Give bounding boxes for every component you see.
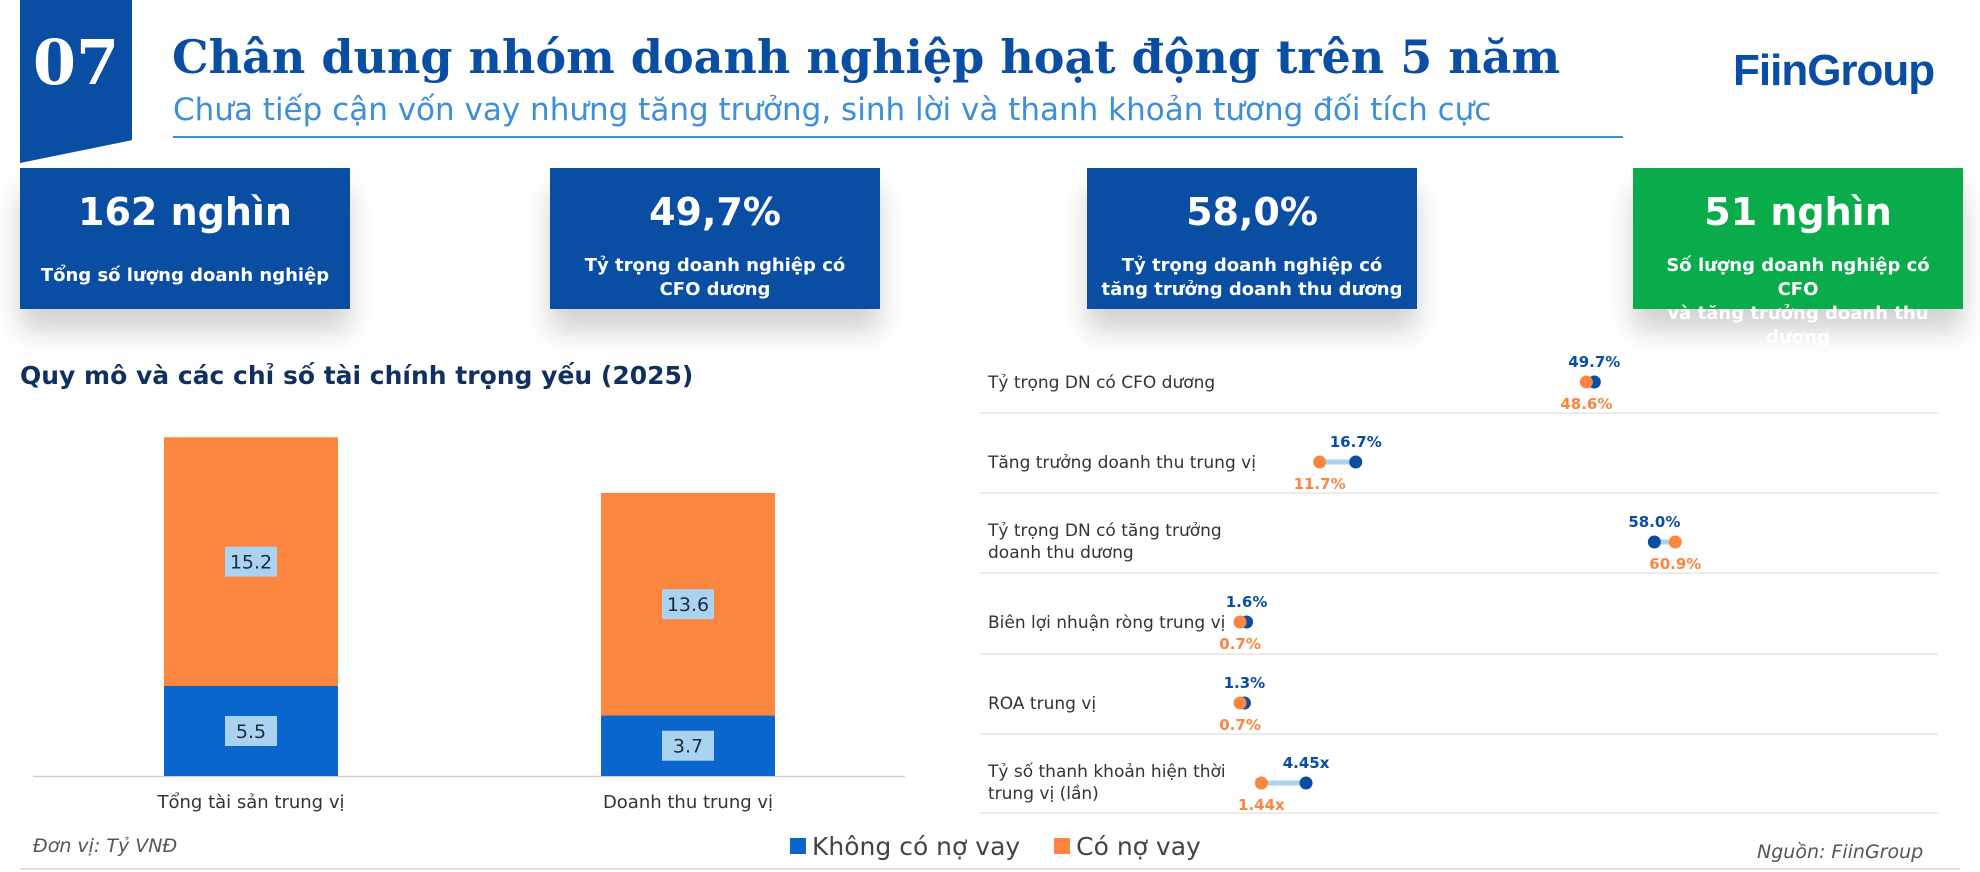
point-has-debt xyxy=(1233,696,1247,710)
data-label: 5.5 xyxy=(236,721,266,743)
point-no-debt xyxy=(1240,615,1254,629)
section-number: 07 xyxy=(32,26,120,99)
x-tick-label: Doanh thu trung vị xyxy=(603,792,773,813)
point-no-debt xyxy=(1587,375,1601,389)
legend-label: Không có nợ vay xyxy=(812,832,1021,861)
section-title: Quy mô và các chỉ số tài chính trọng yếu… xyxy=(20,361,694,390)
kpi-label-line: tăng trưởng doanh thu dương xyxy=(1101,279,1403,300)
kpi-value: 49,7% xyxy=(649,190,781,234)
row-label: doanh thu dương xyxy=(988,543,1134,563)
kpi-card-cfo-and-growth: 51 nghìn Số lượng doanh nghiệp có CFO và… xyxy=(1633,168,1963,348)
value-label-has-debt: 60.9% xyxy=(1649,555,1701,573)
row-label: Tỷ trọng DN có tăng trưởng xyxy=(987,521,1222,541)
title-underline xyxy=(173,136,1623,138)
point-no-debt xyxy=(1237,696,1251,710)
point-has-debt xyxy=(1254,776,1268,790)
kpi-label: Tỷ trọng doanh nghiệp có tăng trưởng doa… xyxy=(1097,254,1407,302)
kpi-label: Tổng số lượng doanh nghiệp xyxy=(40,265,330,286)
legend-item-has-debt: Có nợ vay xyxy=(1054,832,1201,861)
kpi-card-cfo-positive: 49,7% Tỷ trọng doanh nghiệp có CFO dương xyxy=(550,168,880,309)
kpi-value: 51 nghìn xyxy=(1704,190,1892,234)
data-label: 15.2 xyxy=(230,552,272,574)
kpi-label-line: Tỷ trọng doanh nghiệp có xyxy=(584,255,846,276)
row-label: ROA trung vị xyxy=(988,694,1096,714)
kpi-card-total-firms: 162 nghìn Tổng số lượng doanh nghiệp xyxy=(20,168,350,309)
stacked-bar-chart: 5.5 15.2 Tổng tài sản trung vị 3.7 13.6 Doanh… xyxy=(33,437,905,813)
x-tick-label: Tổng tài sản trung vị xyxy=(157,792,345,813)
point-no-debt xyxy=(1349,455,1363,469)
data-label-box xyxy=(225,546,277,577)
data-label: 3.7 xyxy=(673,736,703,758)
value-label-no-debt: 49.7% xyxy=(1568,353,1620,371)
data-label-box xyxy=(225,716,277,746)
row-label: trung vị (lần) xyxy=(988,783,1099,804)
value-label-no-debt: 4.45x xyxy=(1283,754,1330,772)
point-has-debt xyxy=(1233,615,1247,629)
point-no-debt xyxy=(1647,535,1661,549)
kpi-label: Tỷ trọng doanh nghiệp có CFO dương xyxy=(560,254,870,302)
point-no-debt xyxy=(1299,776,1313,790)
unit-note: Đơn vị: Tỷ VNĐ xyxy=(33,835,178,857)
page-title: Chân dung nhóm doanh nghiệp hoạt động tr… xyxy=(172,30,1561,84)
row-label: Tăng trưởng doanh thu trung vị xyxy=(987,453,1256,473)
kpi-label-line: và tăng trưởng doanh thu dương xyxy=(1667,303,1929,348)
point-has-debt xyxy=(1313,455,1327,469)
kpi-value: 162 nghìn xyxy=(78,190,292,234)
value-label-has-debt: 1.44x xyxy=(1238,796,1285,814)
value-label-no-debt: 58.0% xyxy=(1628,513,1680,531)
point-has-debt xyxy=(1668,535,1682,549)
data-label-box xyxy=(662,589,714,620)
bottom-divider xyxy=(20,868,1960,870)
row-label: Biên lợi nhuận ròng trung vị xyxy=(988,613,1225,633)
chart-legend: Không có nợ vay Có nợ vay xyxy=(790,832,1227,861)
value-label-no-debt: 1.3% xyxy=(1224,674,1266,692)
legend-item-no-debt: Không có nợ vay xyxy=(790,832,1020,861)
value-label-has-debt: 0.7% xyxy=(1219,635,1261,653)
value-label-has-debt: 0.7% xyxy=(1219,716,1261,734)
point-has-debt xyxy=(1579,375,1593,389)
legend-swatch xyxy=(1054,838,1071,854)
row-label: Tỷ trọng DN có CFO dương xyxy=(987,373,1215,393)
fiingroup-logo: FiinGroup xyxy=(1733,46,1935,95)
legend-swatch xyxy=(790,838,806,854)
kpi-card-revenue-growth: 58,0% Tỷ trọng doanh nghiệp có tăng trưở… xyxy=(1087,168,1417,309)
value-label-no-debt: 1.6% xyxy=(1226,593,1268,611)
row-label: Tỷ số thanh khoản hiện thời xyxy=(987,761,1226,782)
value-label-has-debt: 11.7% xyxy=(1294,475,1346,493)
source-note: Nguồn: FiinGroup xyxy=(1757,841,1924,863)
kpi-label: Số lượng doanh nghiệp có CFO và tăng trư… xyxy=(1643,254,1953,350)
value-label-no-debt: 16.7% xyxy=(1330,433,1382,451)
kpi-label-line: Tỷ trọng doanh nghiệp có xyxy=(1121,255,1383,276)
legend-label: Có nợ vay xyxy=(1076,832,1201,861)
page-subtitle: Chưa tiếp cận vốn vay nhưng tăng trưởng,… xyxy=(173,92,1492,128)
kpi-value: 58,0% xyxy=(1186,190,1318,234)
section-badge: 07 xyxy=(20,0,132,163)
kpi-label-line: Số lượng doanh nghiệp có CFO xyxy=(1666,255,1930,300)
data-label: 13.6 xyxy=(667,594,709,616)
kpi-label-line: CFO dương xyxy=(659,279,771,300)
data-label-box xyxy=(662,730,714,761)
value-label-has-debt: 48.6% xyxy=(1560,395,1612,413)
